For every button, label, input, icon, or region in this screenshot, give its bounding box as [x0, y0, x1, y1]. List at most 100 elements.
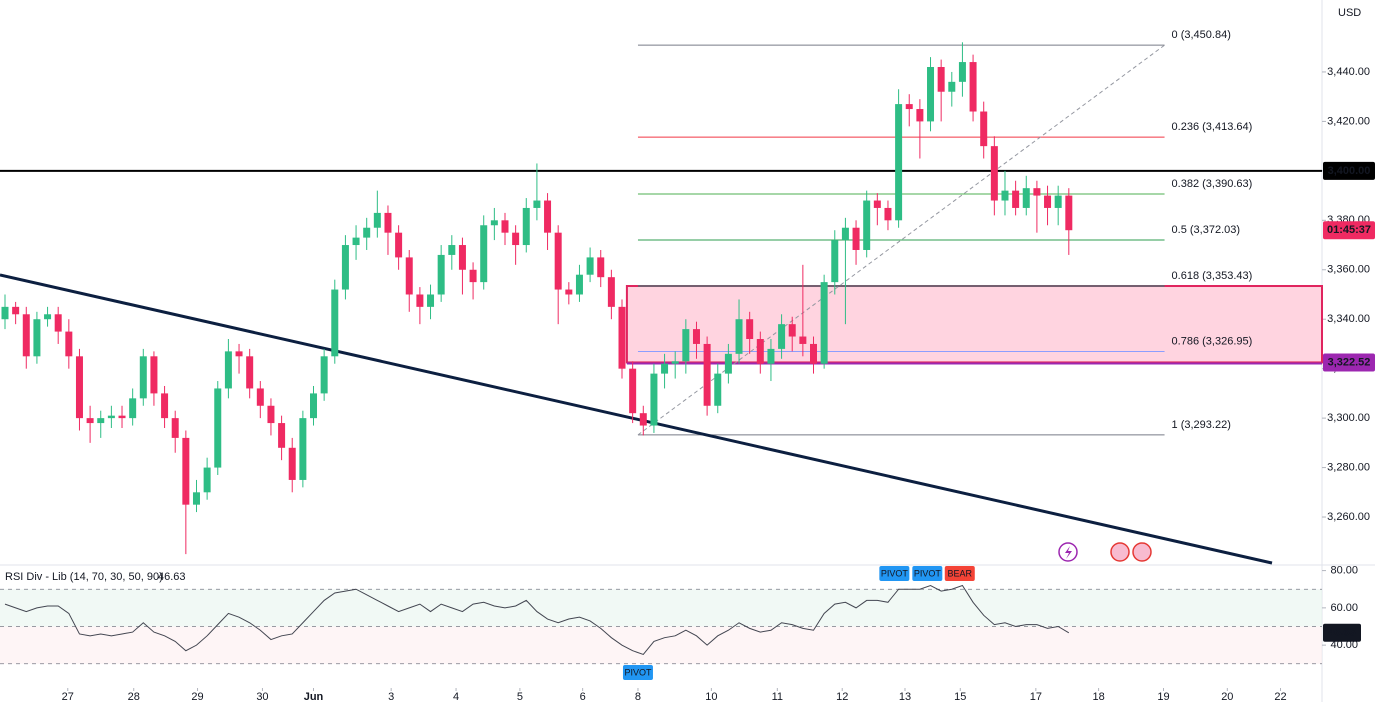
x-tick-label: 22 [1274, 691, 1286, 702]
x-tick-label: 6 [580, 691, 586, 702]
rsi-title: RSI Div - Lib (14, 70, 30, 50, 90) [5, 571, 163, 583]
candle-body [1044, 195, 1052, 208]
x-tick-label: 19 [1157, 691, 1169, 702]
rsi-annotation-box [944, 566, 975, 581]
candle-body [969, 62, 977, 112]
rsi-annotation: BEAR [944, 566, 975, 581]
rsi-annotation-label: BEAR [948, 568, 973, 578]
rsi-annotation-label: PIVOT [881, 568, 909, 578]
candle-body [235, 351, 243, 357]
candle-body [86, 418, 94, 424]
candle-body [65, 331, 73, 357]
candle-body [363, 227, 371, 238]
rsi-annotation-box [912, 566, 943, 581]
candle-body [809, 343, 817, 364]
candle-body [1022, 188, 1030, 208]
candle-body [788, 324, 796, 337]
candle-body [458, 245, 466, 270]
event-icon[interactable] [1132, 542, 1152, 562]
candle-body [501, 220, 509, 233]
candle-body [139, 356, 147, 399]
candle-body [150, 356, 158, 394]
rsi-annotation-box [879, 566, 910, 581]
candle-body [948, 81, 956, 92]
x-tick-label: 11 [772, 691, 783, 702]
hline-badge: 3,400.00 [1323, 161, 1375, 180]
candle-body [1012, 190, 1020, 208]
rsi-tick-label: 40.00 [1330, 639, 1358, 651]
candle-body [278, 423, 286, 448]
fib-label: 1 (3,293.22) [1172, 419, 1231, 431]
candle-body [97, 418, 105, 424]
y-tick-label: 3,340.00 [1327, 313, 1370, 325]
currency-label: USD [1338, 7, 1361, 19]
fib-label: 0.618 (3,353.43) [1172, 270, 1253, 282]
event-icons [1058, 542, 1152, 562]
countdown-badge-text: 01:45:37 [1327, 224, 1371, 236]
event-icon-bolt [1065, 546, 1072, 559]
candle-body [724, 353, 732, 374]
rsi-band [0, 626, 1322, 664]
candle-body [554, 232, 562, 290]
rsi-annotation: PIVOT [912, 566, 943, 581]
candle-body [1054, 195, 1062, 208]
fib-label: 0.236 (3,413.64) [1172, 121, 1253, 133]
candle-body [544, 200, 552, 233]
candle-body [352, 237, 360, 246]
rsi-current-label: 46.63 [1328, 627, 1356, 639]
candle-body [246, 356, 254, 389]
rsi-annotation: PIVOT [622, 665, 653, 680]
candle-body [437, 254, 445, 295]
candle-body [831, 240, 839, 283]
y-tick-label: 3,300.00 [1327, 412, 1370, 424]
candle-body [310, 393, 318, 419]
candle-body [373, 212, 381, 228]
candle-body [22, 314, 30, 357]
y-tick-label: 3,360.00 [1327, 264, 1370, 276]
candle-body [905, 104, 913, 110]
candle-body [512, 232, 520, 246]
rsi-tick-label: 60.00 [1330, 602, 1358, 614]
candle-body [778, 324, 786, 349]
fib-label: 0.786 (3,326.95) [1172, 335, 1253, 347]
candle-body [33, 319, 41, 357]
y-tick-label: 3,260.00 [1327, 511, 1370, 523]
candle-body [384, 212, 392, 233]
candle-body [958, 62, 966, 82]
candle-body [75, 356, 83, 419]
x-tick-label: 15 [954, 691, 966, 702]
rsi-line [4, 584, 1070, 656]
candle-body [575, 274, 583, 295]
hline-badge-box [1323, 161, 1375, 180]
rsi-annotation: PIVOT [879, 566, 910, 581]
candle-body [597, 257, 605, 278]
candle-body [714, 373, 722, 406]
fib-label: 0.5 (3,372.03) [1172, 224, 1241, 236]
candle-body [267, 405, 275, 424]
candle-body [1065, 195, 1073, 231]
candle-body [395, 232, 403, 258]
candle-body [735, 319, 743, 354]
candle-body [650, 373, 658, 426]
candle-body [416, 294, 424, 307]
event-icon[interactable] [1110, 542, 1130, 562]
candle-body [895, 104, 903, 221]
candle-body [927, 67, 935, 122]
hline-badge-text: 3,400.00 [1328, 165, 1371, 177]
candle-body [863, 200, 871, 250]
candle-body [161, 393, 169, 419]
candle-body [107, 415, 115, 419]
trend-line [0, 273, 1273, 565]
x-tick-label: 5 [517, 691, 523, 702]
x-tick-label: Jun [304, 691, 324, 702]
candle-body [203, 467, 211, 493]
zone-badge-text: 3,322.52 [1328, 356, 1371, 368]
candle-body [607, 277, 615, 307]
candle-body [331, 289, 339, 357]
candle-body [703, 343, 711, 406]
candle-body [214, 388, 222, 468]
candle-body [192, 492, 200, 505]
candle-body [12, 306, 20, 315]
candle-body [44, 314, 52, 320]
candle-body [1, 306, 9, 320]
